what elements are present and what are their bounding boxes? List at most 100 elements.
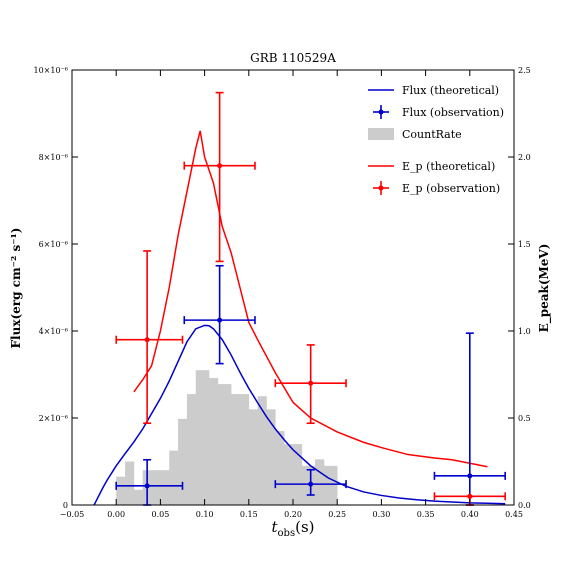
countrate-bar (262, 396, 267, 505)
legend-entry: CountRate (368, 128, 462, 141)
errorbar-marker (308, 481, 314, 487)
legend-entry: Flux (theoretical) (368, 84, 499, 97)
countrate-bar (275, 431, 281, 505)
legend-label: E_p (theoretical) (402, 160, 495, 173)
countrate-bar (266, 409, 272, 505)
y-left-tick-label: 4×10⁻⁶ (39, 327, 68, 336)
errorbar-marker (467, 493, 473, 499)
countrate-bar (209, 377, 214, 505)
legend-label: Flux (theoretical) (402, 84, 499, 97)
countrate-bar (332, 465, 338, 505)
flux-observation-point (115, 458, 184, 506)
countrate-bar (164, 470, 170, 505)
y-axis-label-left-text: Flux(erg cm⁻² s⁻¹) (9, 228, 23, 349)
legend: Flux (theoretical) Flux (observation) Coun… (368, 84, 504, 195)
countrate-bar (142, 470, 148, 505)
chart-title: GRB 110529A (250, 51, 336, 65)
countrate-bar (315, 459, 320, 505)
y-right-tick-label: 2.0 (518, 153, 531, 162)
countrate-bar (226, 384, 232, 505)
countrate-bar (204, 370, 210, 505)
flux-observation-point (274, 468, 347, 496)
x-tick-label: −0.05 (60, 510, 85, 519)
countrate-bar (125, 461, 130, 505)
countrate-bar (200, 370, 205, 505)
y-right-tick-label: 0.0 (518, 501, 531, 510)
x-axis-label-text: tobs(s) (272, 518, 315, 539)
legend-entry: Flux (observation) (373, 105, 504, 119)
x-tick-label: 0.40 (461, 510, 479, 519)
x-tick-label: 0.10 (196, 510, 214, 519)
countrate-bar (222, 384, 227, 505)
countrate-bar (186, 394, 192, 505)
countrate-bar (116, 476, 121, 505)
countrate-bar (284, 444, 289, 505)
y-right-tick-label: 2.5 (518, 66, 531, 75)
countrate-bar (310, 465, 316, 505)
countrate-bar (191, 394, 197, 505)
countrate-bar (328, 465, 334, 505)
errorbar-marker (467, 473, 473, 479)
legend-entry: E_p (observation) (373, 181, 500, 195)
countrate-bar (129, 461, 135, 505)
countrate-bar (257, 396, 263, 505)
flux-observation-point (183, 264, 256, 365)
countrate-bar (235, 394, 241, 505)
legend-label: CountRate (402, 128, 462, 141)
y-left-tick-label: 6×10⁻⁶ (39, 240, 68, 249)
x-tick-label: 0.25 (328, 510, 346, 519)
legend-label: E_p (observation) (402, 182, 500, 195)
countrate-bar (293, 444, 298, 505)
countrate-bar (244, 394, 250, 505)
countrate-bar (120, 476, 126, 505)
countrate-bar (231, 394, 236, 505)
countrate-bar (160, 470, 166, 505)
e-p-observation-point (183, 91, 256, 263)
countrate-bar (195, 370, 201, 505)
y-left-tick-label: 8×10⁻⁶ (39, 153, 68, 162)
errorbar-marker (144, 483, 150, 489)
legend-errorbar-marker (378, 109, 384, 115)
errorbar-marker (308, 380, 314, 386)
errorbar-marker (144, 337, 150, 343)
y-left-tick-label: 2×10⁻⁶ (39, 414, 68, 423)
countrate-bar (169, 450, 174, 505)
legend-errorbar-marker (378, 185, 384, 191)
e-p-observation-point (274, 344, 347, 425)
axis-ticks: −0.05 0.00 0.05 0.10 0.15 0.20 0.25 0.30 0.35 0.4… (34, 66, 531, 519)
errorbar-marker (217, 163, 223, 169)
legend-entry: E_p (theoretical) (368, 160, 495, 173)
countrate-bar (239, 394, 245, 505)
countrate-bar (138, 489, 144, 505)
countrate-bar (253, 409, 258, 505)
x-tick-label: 0.30 (372, 510, 390, 519)
countrate-bar (288, 444, 294, 505)
y-left-tick-label: 0 (63, 501, 68, 510)
x-tick-label: 0.45 (505, 510, 523, 519)
countrate-bar (151, 470, 157, 505)
plot-area (93, 91, 506, 506)
errorbar-marker (217, 317, 223, 323)
y-right-tick-label: 0.5 (518, 414, 531, 423)
countrate-bar (248, 409, 254, 505)
countrate-bar (173, 450, 179, 505)
x-tick-label: 0.00 (107, 510, 125, 519)
y-axis-label-left: Flux(erg cm⁻² s⁻¹) (9, 228, 23, 349)
x-tick-label: 0.15 (240, 510, 258, 519)
y-left-tick-label: 10×10⁻⁶ (34, 66, 69, 75)
y-axis-label-right: E_peak(MeV) (537, 244, 552, 333)
countrate-bar (178, 418, 183, 505)
countrate-bar (297, 444, 303, 505)
x-tick-label: 0.20 (284, 510, 302, 519)
y-right-tick-label: 1.0 (518, 327, 531, 336)
countrate-bar (319, 459, 325, 505)
countrate-bar (147, 470, 152, 505)
x-tick-label: 0.35 (417, 510, 435, 519)
y-right-tick-label: 1.5 (518, 240, 531, 249)
countrate-bar (217, 384, 223, 505)
countrate-bar (279, 431, 285, 505)
x-axis-label: tobs(s) (272, 518, 315, 539)
flux-theoretical-line (93, 324, 506, 506)
countrate-bar (270, 409, 276, 505)
